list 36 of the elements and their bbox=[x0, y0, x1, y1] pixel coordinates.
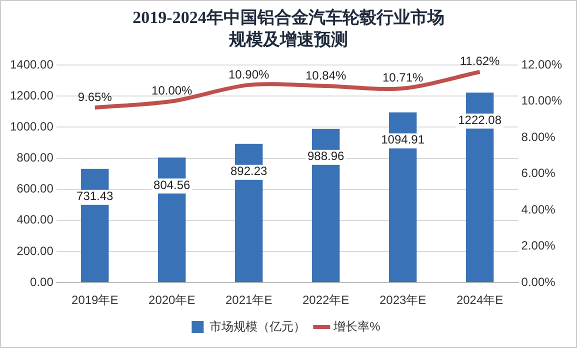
x-tick-label: 2020年E bbox=[148, 293, 196, 308]
chart-title: 2019-2024年中国铝合金汽车轮毂行业市场规模及增速预测 bbox=[132, 7, 446, 51]
x-tick-label: 2023年E bbox=[379, 293, 426, 308]
x-tick-label: 2022年E bbox=[302, 293, 350, 308]
y2-tick-label: 4.00% bbox=[521, 202, 556, 216]
data-label: 804.56 bbox=[154, 178, 191, 192]
y-tick-label: 800.00 bbox=[16, 150, 54, 165]
data-label: 10.00% bbox=[152, 84, 193, 98]
y-tick-label: 1000.00 bbox=[10, 119, 54, 134]
legend-label: 市场规模（亿元） bbox=[210, 319, 306, 334]
y-tick-label: 1200.00 bbox=[10, 88, 54, 102]
data-label: 11.62% bbox=[460, 54, 500, 68]
y2-tick-label: 0.00% bbox=[521, 274, 556, 289]
data-label: 10.90% bbox=[228, 67, 270, 82]
y2-tick-label: 6.00% bbox=[521, 166, 556, 180]
data-label: 988.96 bbox=[307, 149, 345, 164]
y-tick-label: 600.00 bbox=[16, 182, 54, 196]
data-label: 9.65% bbox=[78, 90, 112, 104]
y-tick-label: 1400.00 bbox=[10, 57, 54, 72]
data-label: 1222.08 bbox=[458, 112, 502, 127]
y-tick-label: 0.00 bbox=[30, 274, 54, 289]
data-label: 892.23 bbox=[230, 164, 268, 178]
y-tick-label: 400.00 bbox=[16, 212, 54, 227]
x-tick-label: 2021年E bbox=[225, 293, 272, 308]
data-label: 10.71% bbox=[382, 70, 424, 85]
y-tick-label: 200.00 bbox=[16, 244, 54, 258]
legend-label: 增长率% bbox=[332, 319, 381, 334]
y2-tick-label: 10.00% bbox=[521, 94, 562, 108]
y2-tick-label: 8.00% bbox=[521, 130, 556, 144]
x-tick-label: 2019年E bbox=[72, 293, 118, 308]
data-label: 10.84% bbox=[305, 68, 347, 82]
y2-tick-label: 12.00% bbox=[521, 57, 562, 72]
data-label: 731.43 bbox=[76, 189, 114, 204]
x-tick-label: 2024年E bbox=[456, 293, 504, 308]
data-label: 1094.91 bbox=[381, 132, 425, 147]
y2-tick-label: 2.00% bbox=[521, 238, 556, 253]
